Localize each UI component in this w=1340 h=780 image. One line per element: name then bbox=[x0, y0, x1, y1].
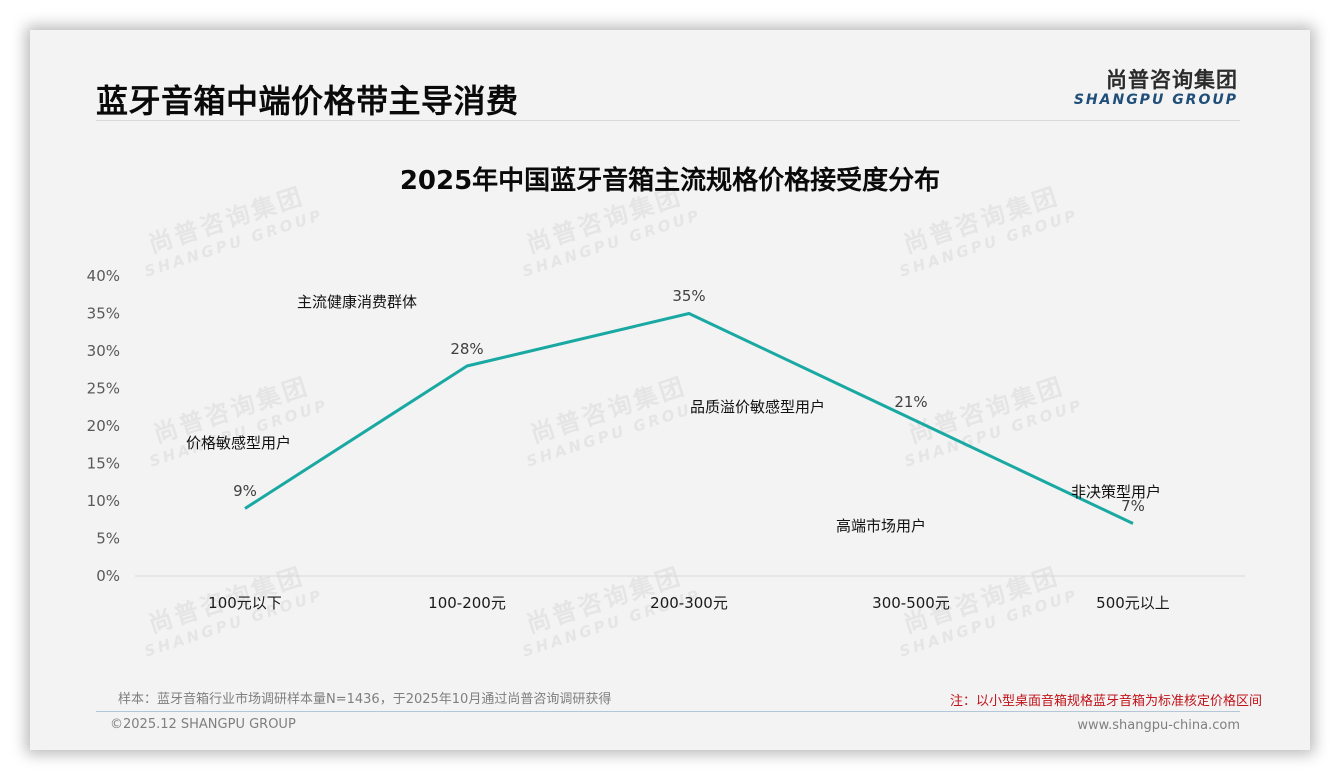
x-tick: 500元以上 bbox=[1096, 594, 1170, 612]
data-label: 7% bbox=[1121, 497, 1145, 515]
x-tick: 100元以下 bbox=[208, 594, 282, 612]
chart-title: 2025年中国蓝牙音箱主流规格价格接受度分布 bbox=[399, 166, 941, 196]
data-label: 35% bbox=[672, 287, 705, 305]
logo-cn: 尚普咨询集团 bbox=[1106, 68, 1238, 92]
y-tick: 40% bbox=[87, 267, 120, 285]
line-chart: 0% 5% 10% 15% 20% 25% 30% 35% 40% 9% 28%… bbox=[87, 267, 1245, 612]
data-label: 21% bbox=[894, 393, 927, 411]
y-tick: 20% bbox=[87, 417, 120, 435]
sample-note: 样本：蓝牙音箱行业市场调研样本量N=1436，于2025年10月通过尚普咨询调研… bbox=[118, 692, 612, 707]
annotation: 高端市场用户 bbox=[836, 517, 926, 535]
annotations: 价格敏感型用户 主流健康消费群体 品质溢价敏感型用户 高端市场用户 非决策型用户 bbox=[186, 293, 1161, 535]
annotation: 主流健康消费群体 bbox=[297, 293, 417, 311]
logo-en: SHANGPU GROUP bbox=[1073, 92, 1238, 108]
annotation: 非决策型用户 bbox=[1071, 483, 1161, 501]
footer-divider bbox=[96, 711, 1240, 712]
y-tick: 10% bbox=[87, 492, 120, 510]
y-axis: 0% 5% 10% 15% 20% 25% 30% 35% 40% bbox=[87, 267, 120, 585]
series-line bbox=[244, 312, 1134, 525]
page-title: 蓝牙音箱中端价格带主导消费 bbox=[96, 82, 519, 120]
x-tick: 200-300元 bbox=[650, 594, 728, 612]
data-labels: 9% 28% 35% 21% 7% bbox=[233, 287, 1145, 515]
footnote: 注：以小型桌面音箱规格蓝牙音箱为标准核定价格区间 bbox=[949, 694, 1262, 709]
y-tick: 0% bbox=[96, 567, 120, 585]
y-tick: 15% bbox=[87, 455, 120, 473]
annotation: 价格敏感型用户 bbox=[186, 434, 291, 452]
x-tick: 300-500元 bbox=[872, 594, 950, 612]
y-tick: 30% bbox=[87, 342, 120, 360]
x-tick: 100-200元 bbox=[428, 594, 506, 612]
company-logo: 尚普咨询集团 SHANGPU GROUP bbox=[1074, 64, 1238, 108]
y-tick: 5% bbox=[96, 530, 120, 548]
x-axis: 100元以下 100-200元 200-300元 300-500元 500元以上 bbox=[208, 594, 1170, 612]
y-tick: 35% bbox=[87, 305, 120, 323]
annotation: 品质溢价敏感型用户 bbox=[690, 398, 825, 416]
data-label: 28% bbox=[450, 340, 483, 358]
data-label: 9% bbox=[233, 482, 257, 500]
y-tick: 25% bbox=[87, 380, 120, 398]
copyright: ©2025.12 SHANGPU GROUP bbox=[110, 717, 296, 732]
slide: 尚普咨询集团 SHANGPU GROUP 尚普咨询集团 SHANGPU GROUP … bbox=[30, 30, 1310, 750]
header-divider bbox=[96, 120, 1240, 121]
website-link[interactable]: www.shangpu-china.com bbox=[1077, 718, 1240, 733]
